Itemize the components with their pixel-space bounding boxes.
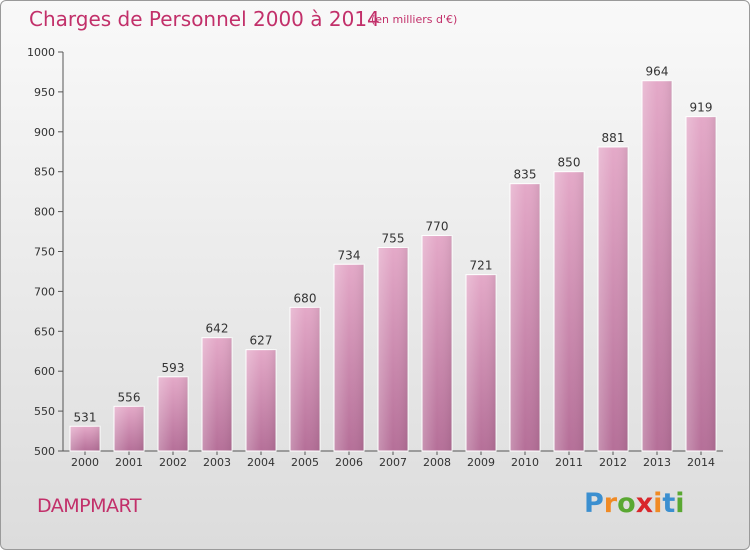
chart-subtitle: (en milliers d'€) — [371, 13, 458, 26]
bar-shade — [202, 337, 232, 451]
proxiti-logo: Proxiti — [584, 488, 685, 519]
bar-shade — [378, 247, 408, 451]
x-tick-label: 2012 — [599, 456, 627, 469]
x-tick-label: 2000 — [71, 456, 99, 469]
x-tick-label: 2008 — [423, 456, 451, 469]
x-tick-label: 2006 — [335, 456, 363, 469]
y-tick-label: 650 — [34, 325, 55, 338]
bar-shade — [642, 80, 672, 451]
y-tick-label: 600 — [34, 365, 55, 378]
bar-value-label: 627 — [250, 334, 273, 348]
logo-letter: P — [584, 488, 604, 519]
bar-value-label: 835 — [514, 168, 537, 182]
town-name: DAMPMART — [37, 495, 141, 517]
logo-letter: t — [662, 488, 676, 519]
bar-shade — [246, 349, 276, 451]
x-tick-label: 2004 — [247, 456, 275, 469]
bar-shade — [686, 116, 716, 451]
bar-value-label: 770 — [426, 220, 449, 234]
bar-value-label: 593 — [162, 361, 185, 375]
bar-shade — [334, 264, 364, 451]
y-tick-label: 550 — [34, 405, 55, 418]
bar-shade — [290, 307, 320, 451]
bar-value-label: 755 — [382, 232, 405, 246]
y-tick-label: 950 — [34, 86, 55, 99]
y-tick-label: 850 — [34, 166, 55, 179]
bar-shade — [598, 146, 628, 451]
x-tick-label: 2011 — [555, 456, 583, 469]
bar-shade — [422, 235, 452, 451]
bar-value-label: 850 — [558, 156, 581, 170]
bar-value-label: 531 — [74, 410, 97, 424]
y-tick-label: 1000 — [27, 46, 55, 59]
x-tick-label: 2002 — [159, 456, 187, 469]
y-tick-label: 700 — [34, 285, 55, 298]
y-tick-label: 750 — [34, 246, 55, 259]
bar-value-label: 680 — [294, 291, 317, 305]
logo-letter: i — [653, 488, 663, 519]
bar-value-label: 964 — [646, 65, 669, 79]
chart-title: Charges de Personnel 2000 à 2014 — [29, 7, 380, 31]
y-tick-label: 800 — [34, 206, 55, 219]
y-tick-label: 900 — [34, 126, 55, 139]
x-tick-label: 2014 — [687, 456, 715, 469]
bar-shade — [466, 274, 496, 451]
bar-shade — [554, 171, 584, 451]
x-tick-label: 2009 — [467, 456, 495, 469]
x-tick-label: 2005 — [291, 456, 319, 469]
bar-shade — [70, 426, 100, 451]
y-tick-label: 500 — [34, 445, 55, 458]
bar-value-label: 919 — [690, 101, 713, 115]
x-tick-label: 2001 — [115, 456, 143, 469]
logo-letter: o — [617, 488, 636, 519]
logo-letter: r — [603, 488, 618, 519]
logo-letter: i — [675, 488, 685, 519]
bar-value-label: 556 — [118, 390, 141, 404]
x-tick-label: 2010 — [511, 456, 539, 469]
bar-shade — [158, 376, 188, 451]
bar-value-label: 734 — [338, 248, 361, 262]
bar-shade — [114, 406, 144, 451]
bar-value-label: 642 — [206, 322, 229, 336]
x-tick-label: 2003 — [203, 456, 231, 469]
x-tick-label: 2013 — [643, 456, 671, 469]
bar-shade — [510, 183, 540, 452]
bar-value-label: 881 — [602, 131, 625, 145]
bar-value-label: 721 — [470, 259, 493, 273]
x-tick-label: 2007 — [379, 456, 407, 469]
logo-letter: x — [635, 488, 654, 519]
